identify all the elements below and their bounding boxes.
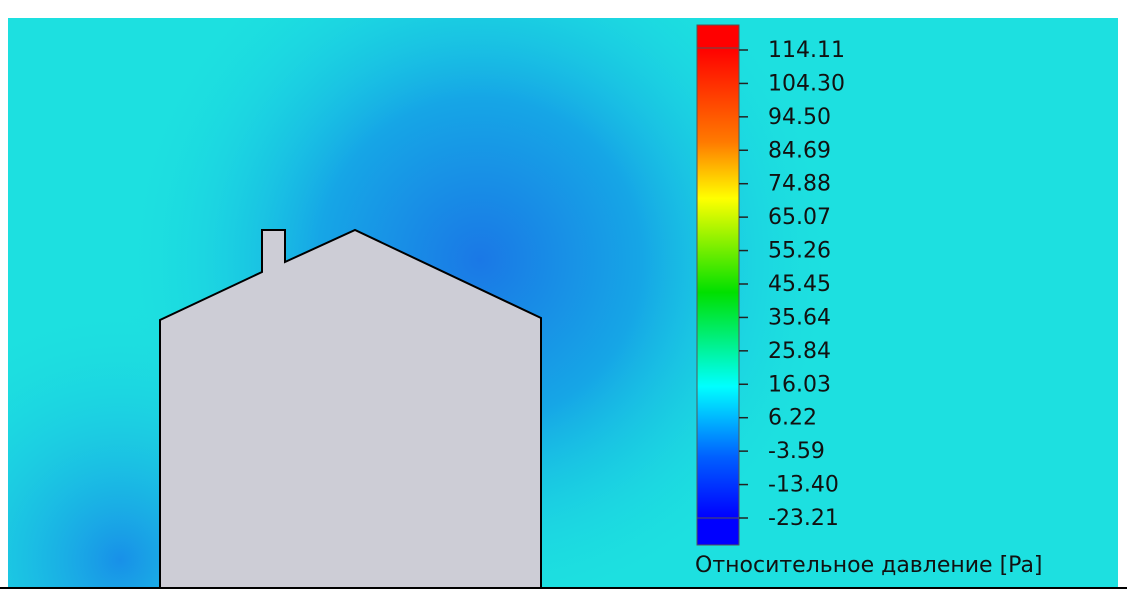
tick-label: 65.07 (768, 205, 831, 230)
tick-label: 94.50 (768, 105, 831, 130)
tick-label: -23.21 (768, 506, 839, 531)
tick-label: 25.84 (768, 339, 831, 364)
over-range-box (696, 24, 740, 49)
tick-label: 35.64 (768, 305, 831, 330)
tick-label: 114.11 (768, 38, 845, 63)
tick-label: 45.45 (768, 272, 831, 297)
tick-label: 6.22 (768, 406, 817, 431)
tick-label: 84.69 (768, 138, 831, 163)
under-range-box (696, 517, 740, 546)
house (159, 228, 542, 589)
tick-label: 55.26 (768, 239, 831, 264)
color-scale (696, 47, 740, 519)
tick-label: 16.03 (768, 372, 831, 397)
tick-label: -3.59 (768, 439, 825, 464)
tick-label: -13.40 (768, 473, 839, 498)
tick-label: 74.88 (768, 172, 831, 197)
legend-title: Относительное давление [Pa] (695, 553, 1043, 578)
tick-label: 104.30 (768, 71, 845, 96)
